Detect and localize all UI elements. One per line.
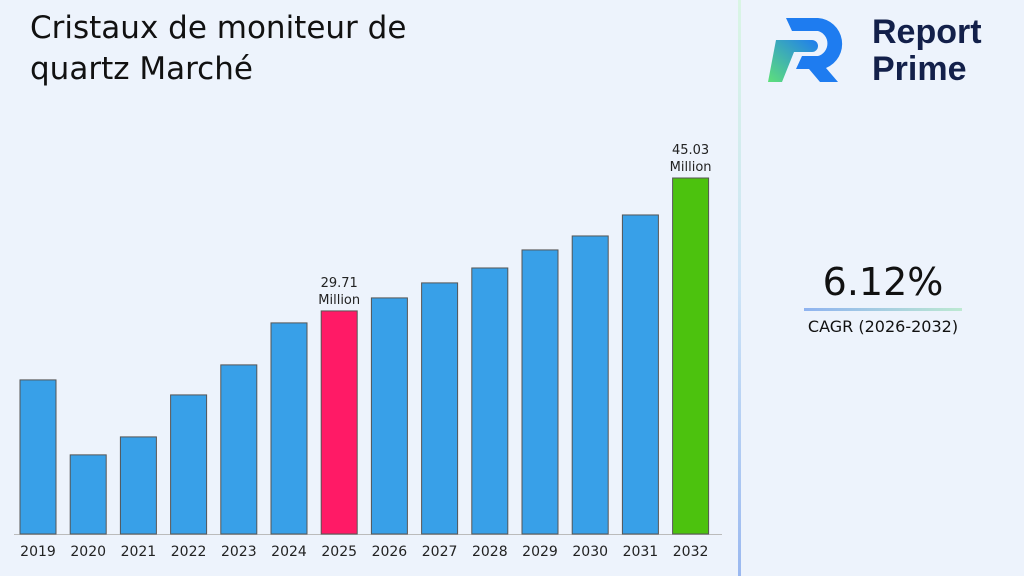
bar-2019 bbox=[19, 379, 57, 535]
bar-2032 bbox=[672, 177, 710, 535]
bar-2028 bbox=[471, 267, 509, 535]
x-tick-label: 2029 bbox=[522, 544, 558, 560]
data-label-value: 45.03 bbox=[672, 143, 709, 158]
bar-2025 bbox=[320, 310, 358, 535]
x-tick-label: 2023 bbox=[221, 544, 257, 560]
bar-chart: 2019 2020 2021 2022 2023 2024 2025 29.71 Million… bbox=[14, 143, 722, 560]
x-tick-label: 2032 bbox=[673, 544, 709, 560]
x-tick-label: 2022 bbox=[171, 544, 207, 560]
brand-line-2: Prime bbox=[872, 50, 967, 88]
data-label-unit: Million bbox=[318, 293, 360, 308]
bar-2022 bbox=[170, 394, 208, 535]
chart-title: Cristaux de moniteur de quartz Marché bbox=[30, 10, 407, 87]
bar-2030 bbox=[571, 235, 609, 535]
cagr-value: 6.12% bbox=[822, 260, 944, 304]
x-tick-label: 2027 bbox=[422, 544, 458, 560]
bar-2023 bbox=[220, 364, 258, 535]
x-tick-label: 2028 bbox=[472, 544, 508, 560]
cagr-label: CAGR (2026-2032) bbox=[807, 317, 959, 336]
bar-2031 bbox=[621, 214, 659, 535]
x-tick-label: 2021 bbox=[121, 544, 157, 560]
x-tick-label: 2031 bbox=[623, 544, 659, 560]
x-tick-label: 2024 bbox=[271, 544, 307, 560]
data-label-unit: Million bbox=[670, 160, 712, 175]
x-tick-label: 2030 bbox=[572, 544, 608, 560]
bar-2021 bbox=[119, 436, 157, 535]
x-tick-label: 2020 bbox=[70, 544, 106, 560]
data-label-value: 29.71 bbox=[321, 276, 358, 291]
report-prime-logo-icon bbox=[768, 18, 843, 82]
bar-2024 bbox=[270, 322, 308, 535]
x-tick-label: 2019 bbox=[20, 544, 56, 560]
x-tick-label: 2026 bbox=[372, 544, 408, 560]
bar-2020 bbox=[69, 454, 107, 535]
cagr-underline bbox=[804, 308, 962, 311]
bar-2026 bbox=[370, 297, 408, 535]
x-tick-label: 2025 bbox=[321, 544, 357, 560]
bar-2027 bbox=[421, 282, 459, 535]
brand-name: Report Prime bbox=[872, 14, 982, 88]
brand-line-1: Report bbox=[872, 13, 982, 51]
bar-2029 bbox=[521, 249, 559, 535]
divider bbox=[738, 0, 741, 576]
cagr-panel: 6.12% CAGR (2026-2032) bbox=[800, 258, 966, 336]
